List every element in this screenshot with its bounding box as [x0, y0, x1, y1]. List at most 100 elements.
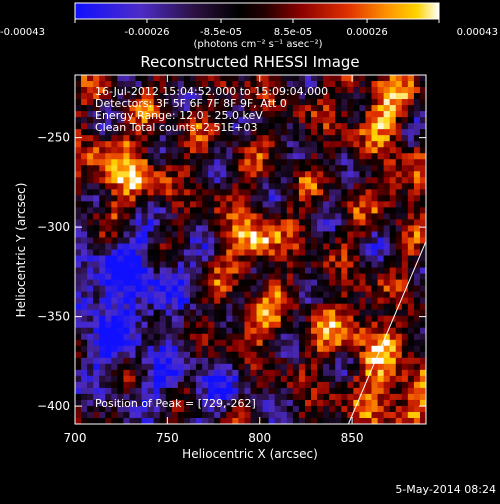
heatmap-cell — [401, 195, 409, 202]
heatmap-cell — [389, 231, 397, 238]
heatmap-cell — [87, 333, 94, 341]
heatmap-cell — [268, 297, 276, 305]
heatmap-cell — [196, 405, 203, 413]
heatmap-cell — [329, 177, 336, 184]
heatmap-cell — [238, 195, 245, 202]
heatmap-cell — [208, 321, 215, 329]
heatmap-cell — [177, 93, 185, 100]
heatmap-cell — [129, 393, 136, 401]
heatmap-cell — [377, 369, 384, 377]
heatmap-cell — [81, 243, 88, 250]
heatmap-cell — [189, 249, 197, 256]
heatmap-cell — [292, 177, 300, 184]
heatmap-cell — [159, 207, 167, 214]
heatmap-cell — [232, 405, 239, 413]
heatmap-cell — [298, 153, 306, 160]
heatmap-cell — [359, 369, 366, 377]
heatmap-cell — [147, 315, 155, 323]
heatmap-cell — [99, 111, 106, 118]
heatmap-cell — [317, 207, 324, 214]
heatmap-cell — [292, 225, 300, 232]
heatmap-cell — [250, 201, 257, 208]
heatmap-cell — [75, 339, 82, 347]
heatmap-cell — [214, 375, 221, 383]
heatmap-cell — [413, 195, 421, 202]
heatmap-cell — [214, 387, 221, 395]
heatmap-cell — [153, 117, 161, 124]
heatmap-cell — [226, 279, 233, 286]
heatmap-cell — [177, 213, 185, 220]
heatmap-cell — [183, 243, 191, 250]
heatmap-cell — [117, 243, 124, 250]
heatmap-cell — [262, 219, 269, 226]
heatmap-cell — [335, 309, 342, 317]
heatmap-cell — [244, 399, 251, 407]
heatmap-cell — [304, 231, 312, 238]
heatmap-cell — [141, 381, 148, 389]
heatmap-cell — [401, 135, 409, 142]
heatmap-cell — [105, 171, 112, 178]
heatmap-cell — [129, 165, 136, 172]
heatmap-cell — [353, 135, 360, 142]
heatmap-cell — [87, 291, 94, 298]
heatmap-cell — [365, 87, 372, 94]
heatmap-cell — [401, 255, 409, 262]
heatmap-cell — [123, 387, 130, 395]
heatmap-cell — [377, 123, 384, 130]
heatmap-cell — [323, 315, 330, 323]
heatmap-cell — [123, 273, 130, 280]
heatmap-cell — [171, 177, 179, 184]
heatmap-cell — [341, 351, 348, 359]
heatmap-cell — [341, 171, 348, 178]
heatmap-cell — [365, 207, 372, 214]
heatmap-cell — [353, 351, 360, 359]
heatmap-cell — [75, 279, 82, 286]
heatmap-cell — [262, 111, 269, 118]
heatmap-cell — [214, 165, 221, 172]
heatmap-cell — [292, 339, 300, 347]
heatmap-cell — [214, 111, 221, 118]
heatmap-cell — [250, 369, 257, 377]
heatmap-cell — [413, 189, 421, 196]
heatmap-cell — [99, 237, 106, 244]
heatmap-cell — [87, 147, 94, 154]
heatmap-cell — [171, 81, 179, 88]
heatmap-cell — [232, 363, 239, 371]
heatmap-cell — [93, 201, 100, 208]
heatmap-cell — [304, 267, 312, 274]
heatmap-cell — [286, 255, 294, 262]
heatmap-cell — [329, 363, 336, 371]
heatmap-cell — [81, 219, 88, 226]
heatmap-cell — [268, 159, 276, 166]
heatmap-cell — [135, 255, 142, 262]
heatmap-cell — [365, 411, 372, 419]
heatmap-cell — [220, 297, 227, 305]
heatmap-cell — [129, 75, 136, 82]
heatmap-cell — [395, 339, 403, 347]
heatmap-cell — [135, 75, 142, 82]
heatmap-cell — [105, 195, 112, 202]
heatmap-cell — [165, 243, 173, 250]
heatmap-cell — [292, 243, 300, 250]
heatmap-cell — [135, 261, 142, 268]
heatmap-cell — [292, 207, 300, 214]
heatmap-cell — [292, 189, 300, 196]
heatmap-cell — [256, 135, 263, 142]
heatmap-cell — [250, 225, 257, 232]
heatmap-cell — [292, 147, 300, 154]
heatmap-cell — [395, 249, 403, 256]
heatmap-cell — [250, 177, 257, 184]
heatmap-cell — [377, 381, 384, 389]
heatmap-cell — [286, 225, 294, 232]
heatmap-cell — [196, 105, 203, 112]
heatmap-cell — [196, 195, 203, 202]
heatmap-cell — [165, 357, 173, 365]
heatmap-cell — [329, 387, 336, 395]
heatmap-cell — [238, 243, 245, 250]
heatmap-cell — [232, 267, 239, 274]
heatmap-cell — [347, 99, 354, 106]
heatmap-cell — [323, 267, 330, 274]
heatmap-cell — [365, 255, 372, 262]
heatmap-cell — [244, 117, 251, 124]
heatmap-cell — [329, 249, 336, 256]
